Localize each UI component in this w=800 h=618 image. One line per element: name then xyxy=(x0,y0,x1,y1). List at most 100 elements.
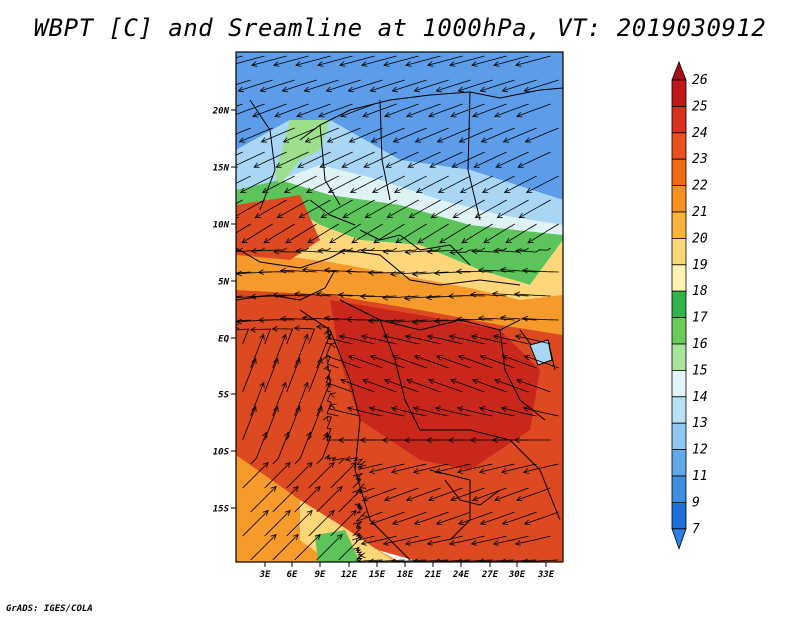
streamline xyxy=(326,355,361,369)
streamline xyxy=(461,223,493,244)
streamline xyxy=(384,487,419,501)
streamline xyxy=(352,472,364,489)
streamline xyxy=(368,559,405,562)
streamline xyxy=(250,295,287,298)
streamline xyxy=(383,335,419,345)
field-region-pale xyxy=(280,165,563,235)
streamline-arrow xyxy=(303,381,309,389)
streamline-arrow xyxy=(361,495,369,502)
streamline xyxy=(251,55,287,66)
streamline-arrow xyxy=(405,495,413,502)
streamline-arrow xyxy=(493,247,500,254)
streamline-arrow xyxy=(301,315,308,321)
streamline xyxy=(272,294,309,297)
streamline xyxy=(471,247,507,253)
streamline-arrow xyxy=(393,187,401,193)
streamline xyxy=(405,55,441,66)
colorbar-swatch xyxy=(671,343,687,371)
colorbar-swatch xyxy=(671,317,687,345)
streamline-arrow xyxy=(413,86,420,93)
streamline-arrow xyxy=(284,461,291,468)
streamline-arrow xyxy=(472,112,479,118)
streamline xyxy=(258,271,295,273)
streamline-arrow xyxy=(284,431,290,438)
streamline-arrow xyxy=(281,86,288,93)
streamline-arrow xyxy=(325,86,332,93)
streamline-arrow xyxy=(273,405,279,413)
streamline xyxy=(523,463,559,473)
streamline-arrow xyxy=(361,61,368,67)
streamline-arrow xyxy=(236,323,240,329)
streamline-arrow xyxy=(435,519,443,526)
streamline xyxy=(492,293,529,297)
streamline xyxy=(384,103,419,117)
streamline xyxy=(427,247,463,253)
streamline-arrow xyxy=(274,112,281,118)
streamline xyxy=(302,317,339,321)
footer-credit: GrADS: IGES/COLA xyxy=(6,604,93,614)
streamline xyxy=(437,127,471,143)
streamline xyxy=(236,247,243,251)
streamline xyxy=(236,103,243,107)
streamline-arrow xyxy=(525,187,533,193)
field-region-orange xyxy=(236,455,400,562)
lat-tick-label: 10N xyxy=(213,221,230,231)
streamline-arrow xyxy=(390,406,398,412)
streamline xyxy=(316,534,343,561)
border-line xyxy=(309,199,356,226)
streamline-arrow xyxy=(382,248,389,255)
streamline-arrow xyxy=(449,249,456,256)
streamline xyxy=(362,487,397,501)
streamline-arrow xyxy=(429,162,436,168)
streamline xyxy=(286,462,313,489)
streamline xyxy=(370,79,405,92)
streamline-arrow xyxy=(338,334,346,340)
streamline-arrow xyxy=(215,272,220,277)
colorbar-swatch xyxy=(671,475,687,503)
streamline xyxy=(242,358,257,393)
streamline xyxy=(280,318,317,321)
streamline-arrow xyxy=(303,86,310,93)
streamline xyxy=(258,319,295,321)
colorbar-label: 12 xyxy=(692,443,708,458)
streamline-arrow xyxy=(500,468,508,474)
streamline-arrow xyxy=(361,378,369,385)
streamline xyxy=(239,127,273,143)
streamline xyxy=(501,407,537,417)
streamline-arrow xyxy=(252,112,259,118)
streamline xyxy=(394,175,427,193)
colorbar-top-arrow xyxy=(671,60,687,81)
streamline-arrow xyxy=(406,112,413,118)
streamline-arrow xyxy=(391,354,399,361)
streamline-arrow xyxy=(389,271,396,277)
streamline-arrow xyxy=(426,540,434,546)
streamline-arrow xyxy=(386,212,393,219)
streamline-arrow xyxy=(505,237,512,244)
streamline xyxy=(450,103,485,117)
lat-tick-label: 15S xyxy=(213,505,230,515)
streamline xyxy=(250,486,277,513)
streamline xyxy=(515,247,551,253)
streamline-arrow xyxy=(433,318,441,324)
streamline xyxy=(404,295,441,299)
streamline-arrow xyxy=(477,315,484,322)
colorbar-label: 24 xyxy=(692,126,708,141)
streamline xyxy=(241,223,273,244)
streamline-arrow xyxy=(324,374,331,381)
streamline-arrow xyxy=(452,212,459,219)
streamline-arrow xyxy=(383,495,391,502)
streamline-arrow xyxy=(425,294,433,301)
streamline xyxy=(365,199,397,219)
streamline xyxy=(286,510,313,537)
streamline-arrow xyxy=(279,315,286,322)
streamline xyxy=(318,103,353,117)
streamline xyxy=(272,486,299,513)
colorbar-swatch xyxy=(671,106,687,134)
streamline xyxy=(262,175,295,193)
streamline xyxy=(502,355,537,369)
border-line xyxy=(379,319,421,431)
streamline-arrow xyxy=(478,468,486,474)
streamline-arrow xyxy=(345,316,352,323)
streamline xyxy=(417,223,449,244)
streamline xyxy=(480,355,515,369)
